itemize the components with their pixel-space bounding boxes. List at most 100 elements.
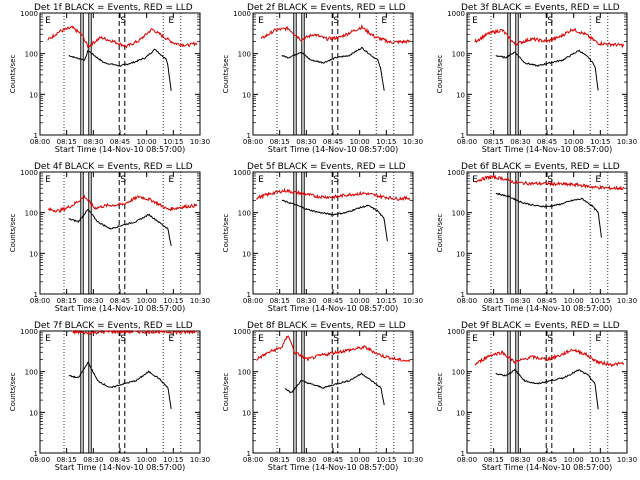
series-events-line <box>281 199 388 242</box>
panel-5: Det 5f BLACK = Events, RED = LLD 1 10 100 10… <box>222 162 423 313</box>
x-tick-label: 08:15 <box>57 297 77 305</box>
y-tick-label: 100 <box>238 51 251 59</box>
x-tick-label: 08:15 <box>484 138 504 146</box>
event-marker-label: S <box>333 175 339 185</box>
y-tick-label: 10 <box>242 409 251 417</box>
series-events-line <box>495 368 599 410</box>
y-tick-label: 1 <box>461 450 465 458</box>
y-tick-label: 10 <box>456 409 465 417</box>
x-tick-label: 10:15 <box>163 297 183 305</box>
y-tick-label: 1 <box>461 132 465 140</box>
y-tick-label: 1 <box>461 291 465 299</box>
x-tick-label: 10:30 <box>617 297 637 305</box>
panel-3: Det 3f BLACK = Events, RED = LLD 1 10 100 10… <box>436 3 637 154</box>
x-tick-label: 10:00 <box>350 456 370 464</box>
x-axis-label: Start Time (14-Nov-10 08:57:00) <box>268 304 398 313</box>
x-tick-label: 10:15 <box>376 456 396 464</box>
series-lld-line <box>48 194 198 213</box>
y-tick-label: 10 <box>242 250 251 258</box>
panel-title: Det 5f BLACK = Events, RED = LLD <box>247 162 406 172</box>
event-marker-label: S <box>547 334 553 344</box>
y-tick-label: 10 <box>29 250 38 258</box>
x-tick-label: 08:15 <box>57 138 77 146</box>
y-tick-label: 1000 <box>233 10 251 18</box>
x-tick-label: 08:45 <box>110 138 130 146</box>
x-tick-label: 10:15 <box>163 456 183 464</box>
event-marker-label: S <box>120 175 126 185</box>
y-tick-label: 1 <box>34 450 38 458</box>
x-tick-label: 10:30 <box>190 138 210 146</box>
series-lld-line <box>474 348 625 368</box>
x-tick-label: 08:30 <box>296 297 316 305</box>
event-marker-label: E <box>258 334 264 344</box>
x-tick-label: 08:00 <box>30 456 50 464</box>
x-tick-label: 08:30 <box>510 456 530 464</box>
event-marker-label: E <box>595 334 601 344</box>
panel-title: Det 8f BLACK = Events, RED = LLD <box>247 321 406 331</box>
event-marker-label: E <box>381 175 387 185</box>
x-tick-label: 10:30 <box>403 138 423 146</box>
x-tick-label: 08:00 <box>457 297 477 305</box>
series-events-line <box>68 48 172 91</box>
y-axis-label: Counts/sec <box>9 373 17 412</box>
panel-8: Det 8f BLACK = Events, RED = LLD 1 10 100 10… <box>222 321 423 472</box>
x-tick-label: 08:00 <box>30 138 50 146</box>
y-tick-label: 10 <box>29 409 38 417</box>
x-tick-label: 08:15 <box>484 456 504 464</box>
x-tick-label: 08:30 <box>83 297 103 305</box>
panel-2: Det 2f BLACK = Events, RED = LLD 1 10 100 10… <box>222 3 423 154</box>
y-axis-label: Counts/sec <box>436 373 444 412</box>
panel-title: Det 3f BLACK = Events, RED = LLD <box>461 3 620 13</box>
x-tick-label: 08:45 <box>323 138 343 146</box>
x-tick-label: 08:45 <box>110 456 130 464</box>
y-tick-label: 1000 <box>20 328 38 336</box>
x-axis-label: Start Time (14-Nov-10 08:57:00) <box>482 463 612 472</box>
x-tick-label: 10:15 <box>590 138 610 146</box>
event-marker-label: E <box>45 334 51 344</box>
event-marker-label: E <box>595 16 601 26</box>
x-axis-label: Start Time (14-Nov-10 08:57:00) <box>55 145 185 154</box>
x-tick-label: 10:00 <box>137 297 157 305</box>
y-tick-label: 1000 <box>447 328 465 336</box>
x-tick-label: 10:00 <box>564 456 584 464</box>
y-tick-label: 1000 <box>233 328 251 336</box>
y-tick-label: 1 <box>247 450 251 458</box>
event-marker-label: E <box>472 175 478 185</box>
x-tick-label: 08:00 <box>243 138 263 146</box>
y-tick-label: 100 <box>452 51 465 59</box>
series-events-line <box>495 49 599 91</box>
x-axis-label: Start Time (14-Nov-10 08:57:00) <box>482 145 612 154</box>
x-tick-label: 08:45 <box>537 456 557 464</box>
x-tick-label: 08:45 <box>110 297 130 305</box>
y-tick-label: 1 <box>247 291 251 299</box>
y-tick-label: 1 <box>34 132 38 140</box>
series-lld-line <box>72 329 198 336</box>
event-marker-label: S <box>120 334 126 344</box>
y-axis-label: Counts/sec <box>222 214 230 253</box>
panel-title: Det 2f BLACK = Events, RED = LLD <box>247 3 406 13</box>
panel-7: Det 7f BLACK = Events, RED = LLD 1 10 100 10… <box>9 321 210 472</box>
event-marker-label: E <box>595 175 601 185</box>
panel-6: Det 6f BLACK = Events, RED = LLD 1 10 100 10… <box>436 162 637 313</box>
event-marker-label: E <box>472 16 478 26</box>
x-tick-label: 10:00 <box>350 138 370 146</box>
x-tick-label: 08:15 <box>57 456 77 464</box>
x-axis-label: Start Time (14-Nov-10 08:57:00) <box>268 463 398 472</box>
event-marker-label: S <box>547 175 553 185</box>
x-tick-label: 08:45 <box>537 138 557 146</box>
panel-title: Det 6f BLACK = Events, RED = LLD <box>461 162 620 172</box>
y-tick-label: 1000 <box>447 169 465 177</box>
x-tick-label: 08:15 <box>484 297 504 305</box>
event-marker-label: E <box>168 175 174 185</box>
x-tick-label: 08:00 <box>243 456 263 464</box>
y-tick-label: 100 <box>25 51 38 59</box>
event-marker-label: E <box>258 175 264 185</box>
x-tick-label: 10:30 <box>617 138 637 146</box>
y-axis-label: Counts/sec <box>9 214 17 253</box>
y-tick-label: 10 <box>29 91 38 99</box>
y-tick-label: 100 <box>238 210 251 218</box>
x-tick-label: 10:30 <box>617 456 637 464</box>
event-marker-label: E <box>45 175 51 185</box>
x-tick-label: 10:15 <box>376 138 396 146</box>
event-marker-label: E <box>168 16 174 26</box>
